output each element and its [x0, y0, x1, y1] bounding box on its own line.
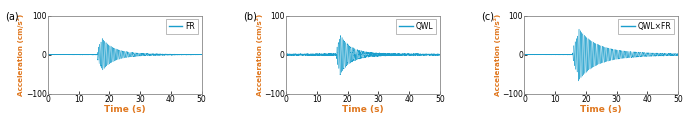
Legend: FR: FR	[166, 19, 198, 34]
Y-axis label: Acceleration (cm/s²): Acceleration (cm/s²)	[494, 14, 501, 96]
Y-axis label: Acceleration (cm/s²): Acceleration (cm/s²)	[256, 14, 262, 96]
Text: (c): (c)	[482, 12, 495, 22]
X-axis label: Time (s): Time (s)	[104, 105, 146, 114]
Y-axis label: Acceleration (cm/s²): Acceleration (cm/s²)	[17, 14, 24, 96]
X-axis label: Time (s): Time (s)	[580, 105, 622, 114]
Text: (b): (b)	[243, 12, 257, 22]
X-axis label: Time (s): Time (s)	[342, 105, 384, 114]
Legend: QWL×FR: QWL×FR	[619, 19, 674, 34]
Text: (a): (a)	[5, 12, 18, 22]
Legend: QWL: QWL	[397, 19, 436, 34]
